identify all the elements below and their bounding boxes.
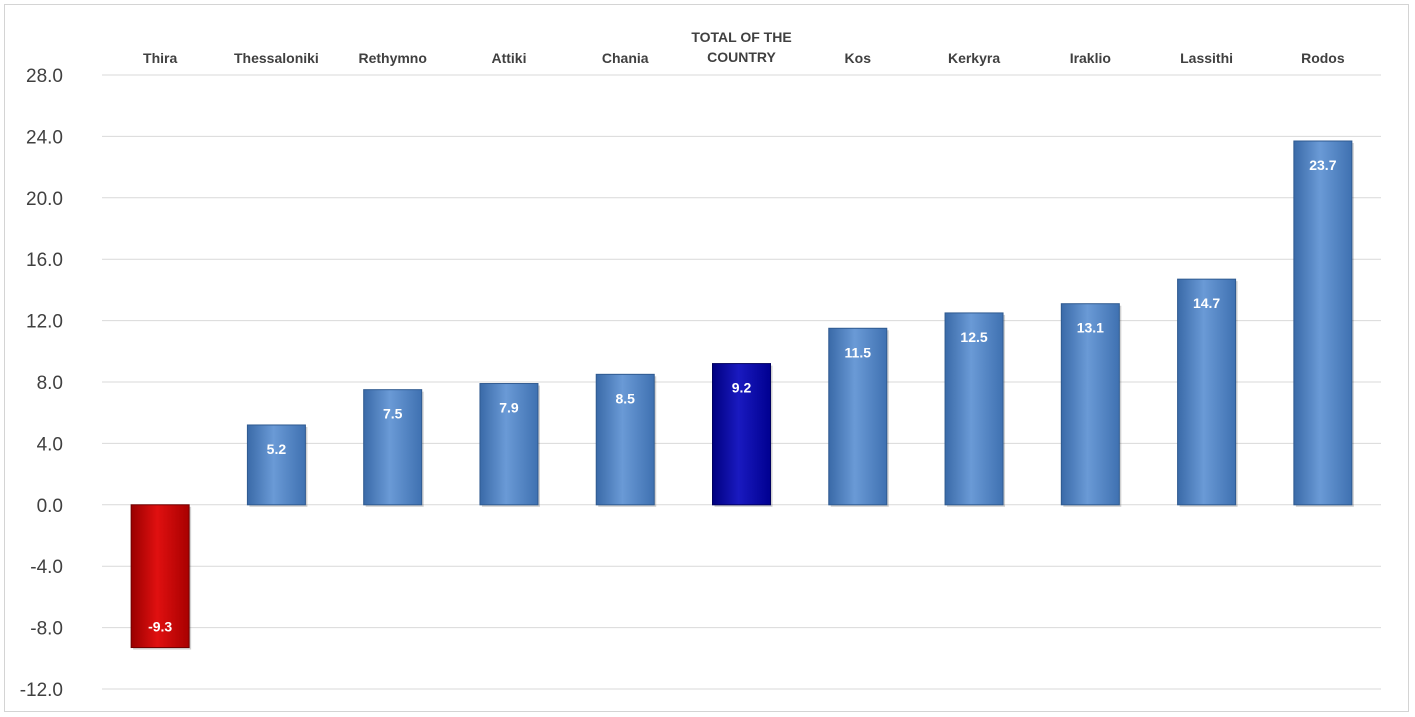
data-label: 7.5 — [383, 406, 403, 422]
category-label: Iraklio — [1070, 50, 1111, 66]
bar-chart: 28.0 24.0 20.0 16.0 12.0 8.0 4.0 0.0 -4.0 -8.0 -12… — [20, 29, 1381, 701]
category-label: Lassithi — [1180, 50, 1233, 66]
category-labels: Thira Thessaloniki Rethymno Attiki Chania TOT… — [143, 29, 1345, 66]
bar-chania — [595, 373, 655, 506]
bar-lassithi — [1177, 278, 1237, 506]
bars: -9.3 5.2 7.5 7.9 8.5 9.2 11.5 12.5 13.1 14.7 23.7 — [130, 140, 1354, 650]
data-label: 8.5 — [615, 390, 635, 406]
category-label: Rethymno — [358, 50, 426, 66]
bar-rodos — [1293, 140, 1353, 506]
bar-kos — [828, 327, 888, 506]
bar-rethymno — [363, 389, 423, 506]
data-label: -9.3 — [148, 619, 172, 635]
category-label: TOTAL OF THE — [691, 29, 791, 45]
data-label: 11.5 — [845, 344, 872, 360]
bar-thessaloniki — [246, 424, 306, 506]
data-label: 9.2 — [732, 380, 752, 396]
y-tick-label: 0.0 — [37, 496, 63, 517]
data-label: 7.9 — [499, 400, 519, 416]
category-label: Attiki — [491, 50, 526, 66]
y-tick-label: 20.0 — [26, 189, 63, 210]
category-label: Thira — [143, 50, 177, 66]
bar-attiki — [479, 383, 539, 506]
bar-kerkyra — [944, 312, 1004, 506]
category-label: Kos — [845, 50, 872, 66]
data-label: 14.7 — [1193, 295, 1220, 311]
category-label: Rodos — [1301, 50, 1345, 66]
category-label: Kerkyra — [948, 50, 1000, 66]
category-label: Thessaloniki — [234, 50, 319, 66]
y-tick-label: -8.0 — [30, 619, 63, 640]
data-label: 23.7 — [1309, 157, 1336, 173]
data-label: 13.1 — [1077, 320, 1104, 336]
chart-frame: 28.0 24.0 20.0 16.0 12.0 8.0 4.0 0.0 -4.0 -8.0 -12… — [4, 4, 1409, 712]
y-axis-tick-labels: 28.0 24.0 20.0 16.0 12.0 8.0 4.0 0.0 -4.0 -8.0 -12… — [20, 66, 63, 701]
data-label: 5.2 — [267, 441, 287, 457]
y-tick-label: 16.0 — [26, 250, 63, 271]
y-tick-label: 8.0 — [37, 373, 63, 394]
data-label: 12.5 — [960, 329, 987, 345]
bar-iraklio — [1060, 303, 1120, 506]
y-tick-label: -4.0 — [30, 557, 63, 578]
category-label: Chania — [602, 50, 649, 66]
y-tick-label: 4.0 — [37, 434, 63, 455]
bar-thira — [130, 504, 190, 649]
y-tick-label: 24.0 — [26, 127, 63, 148]
y-tick-label: -12.0 — [20, 680, 63, 701]
category-label: COUNTRY — [707, 49, 776, 65]
bar-total-of-the-country — [712, 363, 771, 506]
y-tick-label: 12.0 — [26, 312, 63, 333]
y-tick-label: 28.0 — [26, 66, 63, 87]
